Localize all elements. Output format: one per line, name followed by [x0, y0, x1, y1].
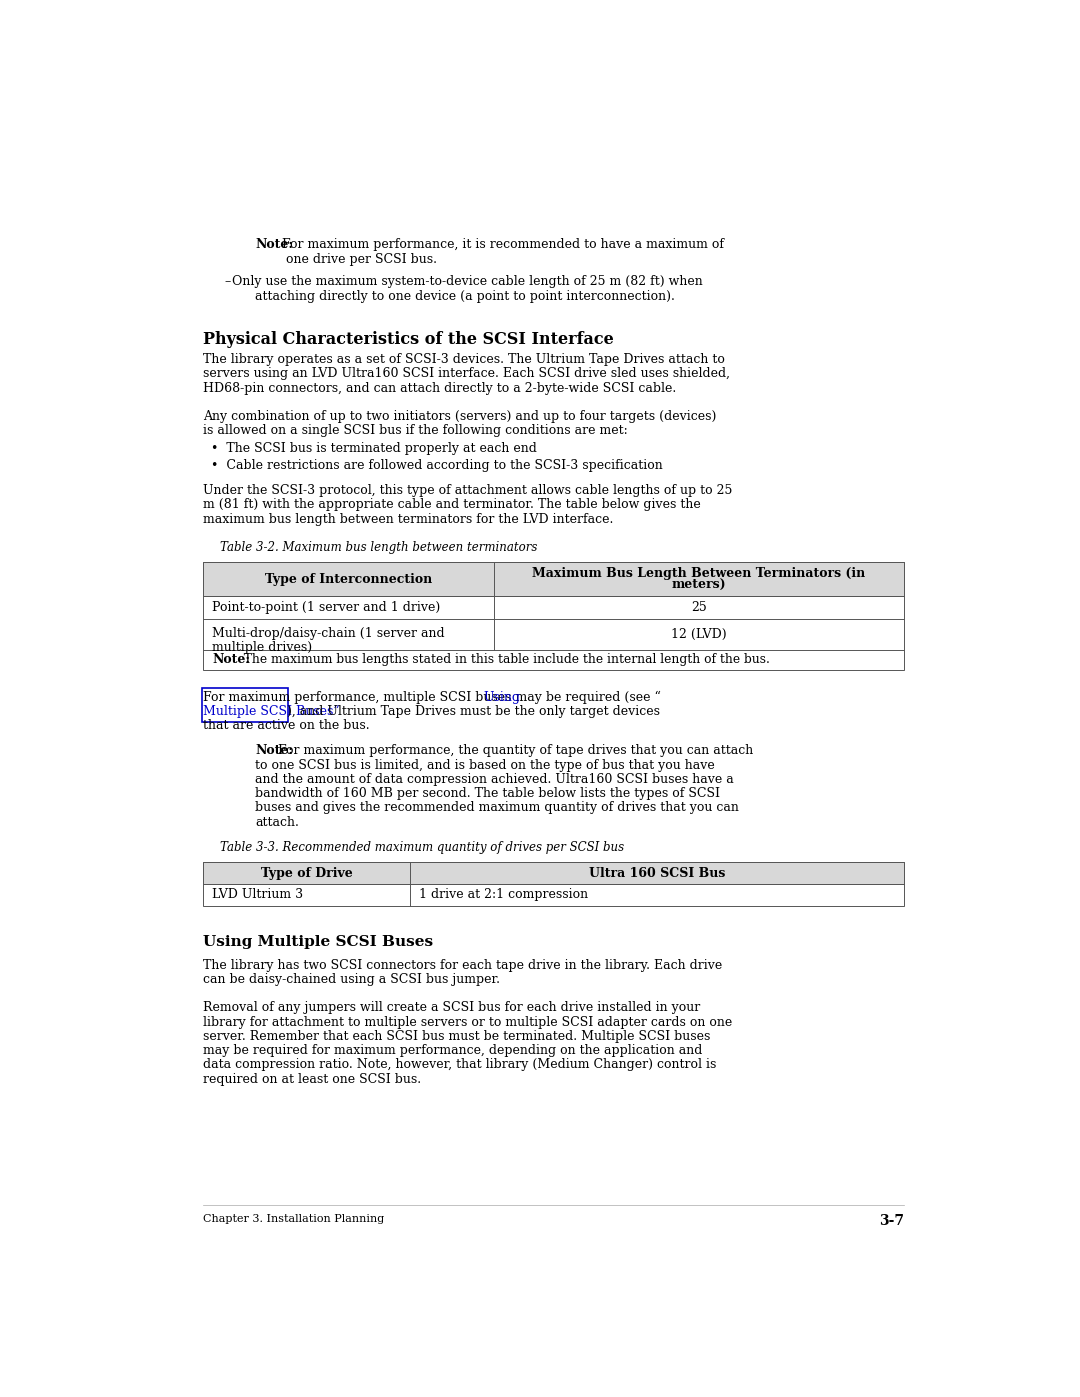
Text: Ultra 160 SCSI Bus: Ultra 160 SCSI Bus: [589, 866, 725, 880]
Bar: [203, 862, 904, 884]
Bar: [203, 562, 904, 597]
Text: Multiple SCSI Buses”: Multiple SCSI Buses”: [203, 705, 340, 718]
Text: Table 3-2. Maximum bus length between terminators: Table 3-2. Maximum bus length between te…: [220, 541, 538, 553]
Text: one drive per SCSI bus.: one drive per SCSI bus.: [286, 253, 437, 265]
Text: Using: Using: [484, 690, 521, 704]
Bar: [202, 687, 288, 722]
Text: maximum bus length between terminators for the LVD interface.: maximum bus length between terminators f…: [203, 513, 613, 525]
Text: server. Remember that each SCSI bus must be terminated. Multiple SCSI buses: server. Remember that each SCSI bus must…: [203, 1030, 711, 1042]
Text: The library operates as a set of SCSI-3 devices. The Ultrium Tape Drives attach : The library operates as a set of SCSI-3 …: [203, 353, 725, 366]
Text: 3-7: 3-7: [879, 1214, 904, 1228]
Text: Only use the maximum system-to-device cable length of 25 m (82 ft) when: Only use the maximum system-to-device ca…: [232, 275, 703, 288]
Text: Type of Interconnection: Type of Interconnection: [265, 573, 432, 585]
Text: is allowed on a single SCSI bus if the following conditions are met:: is allowed on a single SCSI bus if the f…: [203, 423, 627, 437]
Text: servers using an LVD Ultra160 SCSI interface. Each SCSI drive sled uses shielded: servers using an LVD Ultra160 SCSI inter…: [203, 367, 730, 380]
Text: –: –: [225, 275, 230, 288]
Text: For maximum performance, multiple SCSI buses may be required (see “: For maximum performance, multiple SCSI b…: [203, 690, 661, 704]
Text: Note:: Note:: [255, 745, 293, 757]
Text: Chapter 3. Installation Planning: Chapter 3. Installation Planning: [203, 1214, 384, 1224]
Text: meters): meters): [672, 580, 726, 592]
Text: 25: 25: [691, 601, 706, 615]
Text: bandwidth of 160 MB per second. The table below lists the types of SCSI: bandwidth of 160 MB per second. The tabl…: [255, 788, 720, 800]
Text: LVD Ultrium 3: LVD Ultrium 3: [213, 888, 303, 901]
Text: to one SCSI bus is limited, and is based on the type of bus that you have: to one SCSI bus is limited, and is based…: [255, 759, 715, 771]
Text: For maximum performance, it is recommended to have a maximum of: For maximum performance, it is recommend…: [278, 239, 724, 251]
Text: 12 (LVD): 12 (LVD): [671, 629, 727, 641]
Text: can be daisy-chained using a SCSI bus jumper.: can be daisy-chained using a SCSI bus ju…: [203, 974, 500, 986]
Text: that are active on the bus.: that are active on the bus.: [203, 719, 369, 732]
Text: Note:: Note:: [213, 654, 251, 666]
Bar: [203, 862, 904, 905]
Text: •  Cable restrictions are followed according to the SCSI-3 specification: • Cable restrictions are followed accord…: [211, 458, 663, 472]
Text: Any combination of up to two initiators (servers) and up to four targets (device: Any combination of up to two initiators …: [203, 409, 716, 423]
Text: 1 drive at 2:1 compression: 1 drive at 2:1 compression: [419, 888, 589, 901]
Text: Removal of any jumpers will create a SCSI bus for each drive installed in your: Removal of any jumpers will create a SCS…: [203, 1002, 701, 1014]
Text: The library has two SCSI connectors for each tape drive in the library. Each dri: The library has two SCSI connectors for …: [203, 958, 723, 972]
Text: Using Multiple SCSI Buses: Using Multiple SCSI Buses: [203, 935, 433, 949]
Text: attaching directly to one device (a point to point interconnection).: attaching directly to one device (a poin…: [255, 289, 675, 303]
Text: Multi-drop/daisy-chain (1 server and: Multi-drop/daisy-chain (1 server and: [213, 627, 445, 640]
Text: and the amount of data compression achieved. Ultra160 SCSI buses have a: and the amount of data compression achie…: [255, 773, 734, 787]
Text: •  The SCSI bus is terminated properly at each end: • The SCSI bus is terminated properly at…: [211, 443, 537, 455]
Text: Table 3-3. Recommended maximum quantity of drives per SCSI bus: Table 3-3. Recommended maximum quantity …: [220, 841, 624, 854]
Text: attach.: attach.: [255, 816, 299, 828]
Text: Maximum Bus Length Between Terminators (in: Maximum Bus Length Between Terminators (…: [532, 567, 865, 580]
Text: The maximum bus lengths stated in this table include the internal length of the : The maximum bus lengths stated in this t…: [235, 654, 770, 666]
Text: data compression ratio. Note, however, that library (Medium Changer) control is: data compression ratio. Note, however, t…: [203, 1059, 716, 1071]
Text: ), and Ultrium Tape Drives must be the only target devices: ), and Ultrium Tape Drives must be the o…: [287, 705, 660, 718]
Text: Point-to-point (1 server and 1 drive): Point-to-point (1 server and 1 drive): [213, 601, 441, 615]
Text: Type of Drive: Type of Drive: [260, 866, 352, 880]
Text: Under the SCSI-3 protocol, this type of attachment allows cable lengths of up to: Under the SCSI-3 protocol, this type of …: [203, 485, 732, 497]
Text: library for attachment to multiple servers or to multiple SCSI adapter cards on : library for attachment to multiple serve…: [203, 1016, 732, 1028]
Text: multiple drives): multiple drives): [213, 641, 312, 654]
Text: Note:: Note:: [255, 239, 293, 251]
Text: may be required for maximum performance, depending on the application and: may be required for maximum performance,…: [203, 1044, 703, 1058]
Text: m (81 ft) with the appropriate cable and terminator. The table below gives the: m (81 ft) with the appropriate cable and…: [203, 499, 701, 511]
Text: buses and gives the recommended maximum quantity of drives that you can: buses and gives the recommended maximum …: [255, 802, 739, 814]
Text: For maximum performance, the quantity of tape drives that you can attach: For maximum performance, the quantity of…: [278, 745, 753, 757]
Text: Physical Characteristics of the SCSI Interface: Physical Characteristics of the SCSI Int…: [203, 331, 613, 348]
Bar: [203, 562, 904, 671]
Text: required on at least one SCSI bus.: required on at least one SCSI bus.: [203, 1073, 421, 1085]
Text: HD68-pin connectors, and can attach directly to a 2-byte-wide SCSI cable.: HD68-pin connectors, and can attach dire…: [203, 381, 676, 394]
